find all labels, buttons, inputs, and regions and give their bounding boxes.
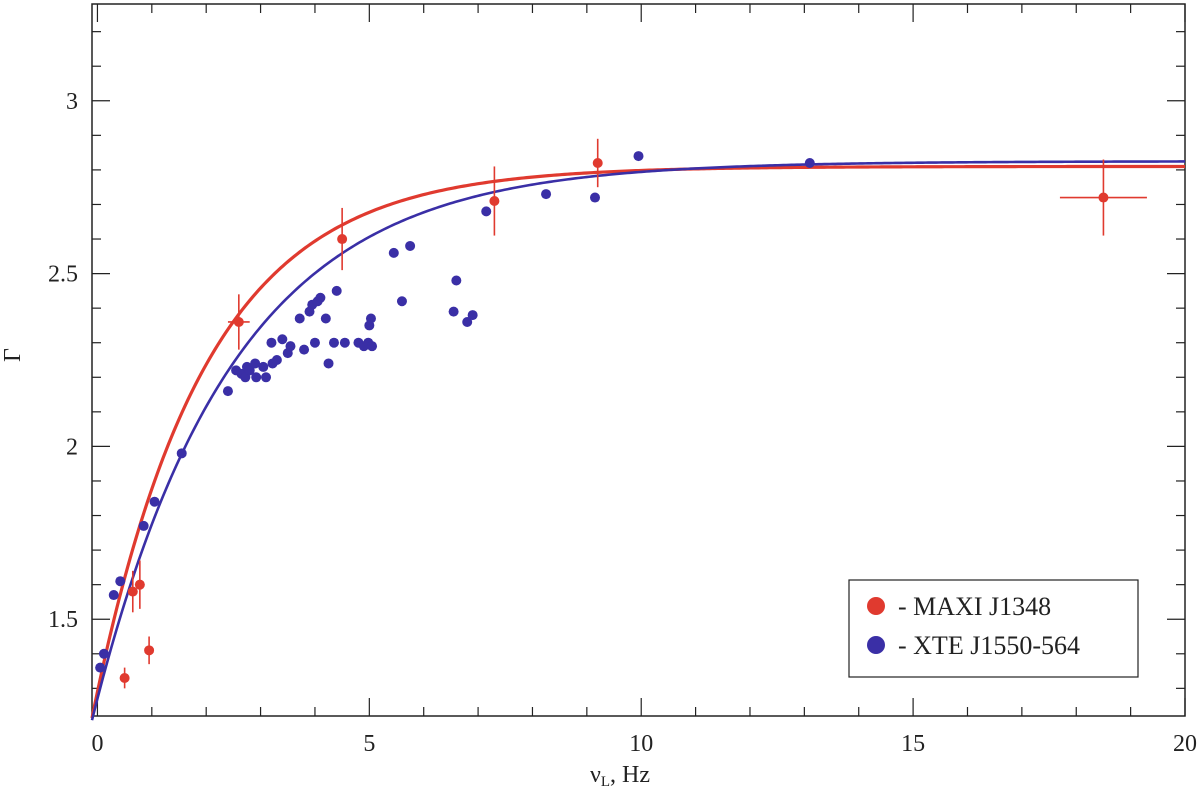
data-point-xte: [95, 662, 106, 673]
x-tick-label: 5: [363, 731, 375, 757]
data-point-xte: [367, 341, 378, 352]
data-point-xte: [176, 448, 187, 459]
data-point-xte: [98, 648, 109, 659]
data-point-xte: [258, 361, 269, 372]
data-point-xte: [541, 189, 552, 200]
data-point-xte: [320, 313, 331, 324]
data-point-maxi: [337, 234, 348, 245]
data-point-xte: [309, 337, 320, 348]
data-point-xte: [315, 292, 326, 303]
data-point-xte: [448, 306, 459, 317]
data-point-xte: [339, 337, 350, 348]
data-point-maxi: [233, 316, 244, 327]
data-point-xte: [138, 520, 149, 531]
data-point-xte: [462, 316, 473, 327]
data-point-maxi: [1098, 192, 1109, 203]
legend-box: [848, 579, 1139, 678]
data-point-xte: [285, 341, 296, 352]
fit-curves: [90, 160, 1186, 721]
x-tick-label: 0: [91, 731, 103, 757]
legend-label-maxi: - MAXI J1348: [898, 592, 1051, 621]
data-point-xte: [149, 496, 160, 507]
legend-marker-xte: [867, 636, 885, 654]
x-axis-unit: , Hz: [610, 762, 650, 788]
legend-marker-maxi: [867, 597, 885, 615]
data-point-xte: [365, 313, 376, 324]
x-axis-subscript: L: [601, 774, 610, 790]
data-point-maxi: [119, 672, 130, 683]
x-axis-symbol: ν: [590, 762, 601, 788]
plot-frame: [91, 3, 1186, 717]
y-tick-label: 1.5: [48, 607, 78, 633]
data-point-xte: [115, 576, 126, 587]
x-tick-label: 20: [1173, 731, 1197, 757]
y-tick-label: 3: [66, 89, 78, 115]
data-point-xte: [244, 365, 255, 376]
y-axis-label: Γ: [0, 348, 26, 362]
fit-curve-maxi: [90, 164, 1185, 719]
data-point-xte: [271, 355, 282, 365]
tick-labels: 0 5 10 15 20 1.5 2 2.5 3: [48, 89, 1197, 757]
data-point-xte: [451, 275, 462, 286]
data-point-maxi: [144, 645, 155, 656]
x-axis-label: νL, Hz: [590, 762, 650, 790]
y-tick-label: 2: [66, 434, 78, 460]
data-point-xte: [633, 151, 644, 162]
data-point-xte: [804, 157, 815, 168]
y-tick-label: 2.5: [48, 262, 78, 288]
fit-curve-xte: [90, 160, 1186, 721]
axis-ticks: [92, 4, 1186, 716]
x-tick-label: 10: [629, 731, 653, 757]
data-point-maxi: [489, 196, 500, 207]
data-point-maxi: [592, 157, 603, 168]
data-point-xte: [405, 240, 416, 251]
data-point-xte: [467, 310, 478, 321]
data-points: [95, 138, 1147, 689]
data-point-xte: [388, 247, 399, 258]
data-point-xte: [261, 372, 272, 383]
data-point-maxi: [127, 586, 138, 597]
legend-label-xte: - XTE J1550-564: [898, 631, 1080, 660]
data-point-xte: [251, 372, 262, 383]
data-point-xte: [323, 358, 334, 369]
x-tick-label: 15: [901, 731, 925, 757]
data-point-xte: [250, 358, 261, 369]
legend: - MAXI J1348 - XTE J1550-564: [848, 579, 1139, 678]
data-point-xte: [328, 337, 339, 348]
data-point-xte: [589, 192, 600, 203]
data-point-xte: [222, 386, 233, 397]
data-point-xte: [331, 285, 342, 296]
data-point-xte: [108, 590, 119, 601]
data-point-xte: [277, 334, 288, 345]
data-point-maxi: [134, 579, 145, 590]
data-point-xte: [299, 344, 310, 355]
data-point-xte: [294, 313, 305, 324]
data-point-xte: [266, 337, 277, 348]
data-point-xte: [481, 206, 492, 217]
data-point-xte: [396, 296, 407, 307]
